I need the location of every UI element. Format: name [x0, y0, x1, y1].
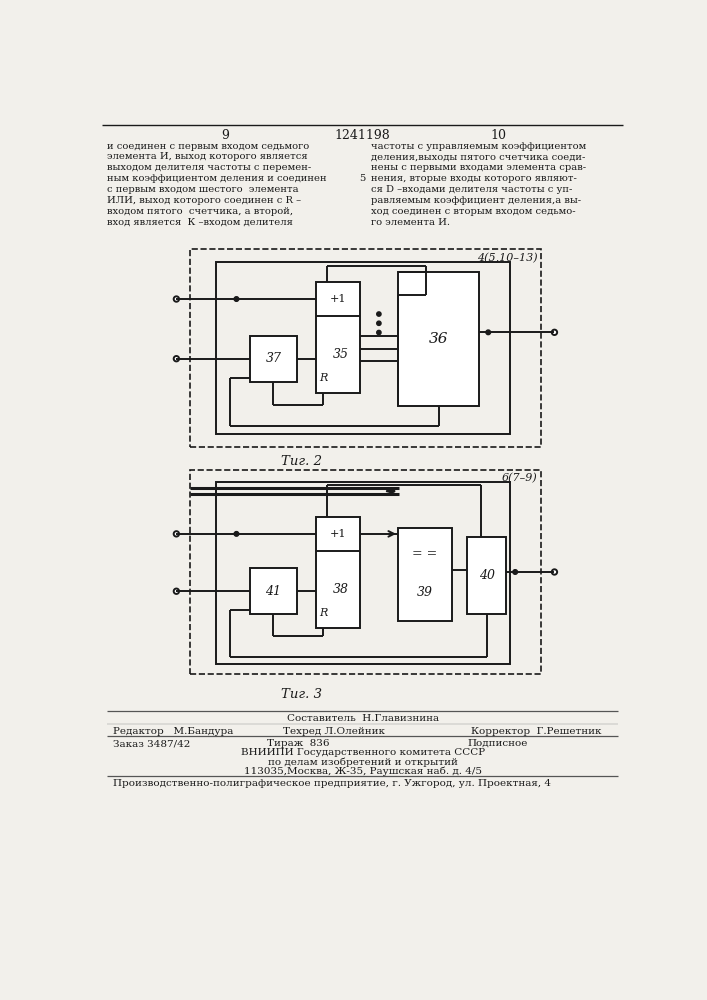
- Text: 37: 37: [265, 352, 281, 365]
- Text: Корректор  Г.Решетник: Корректор Г.Решетник: [472, 727, 602, 736]
- Bar: [216, 482, 510, 664]
- Text: с первым входом шестого  элемента: с первым входом шестого элемента: [107, 185, 298, 194]
- Text: Производственно-полиграфическое предприятие, г. Ужгород, ул. Проектная, 4: Производственно-полиграфическое предприя…: [113, 779, 551, 788]
- Bar: [250, 568, 296, 614]
- Text: +1: +1: [330, 529, 346, 539]
- Bar: [398, 272, 479, 406]
- Text: входом пятого  счетчика, а второй,: входом пятого счетчика, а второй,: [107, 207, 293, 216]
- Text: Τиг. 2: Τиг. 2: [281, 455, 322, 468]
- Text: 36: 36: [429, 332, 448, 346]
- Text: равляемым коэффициент деления,а вы-: равляемым коэффициент деления,а вы-: [371, 196, 581, 205]
- Text: = =: = =: [412, 547, 438, 560]
- Text: ным коэффициентом деления и соединен: ным коэффициентом деления и соединен: [107, 174, 327, 183]
- Text: 35: 35: [333, 348, 349, 361]
- Text: Техред Л.Олейник: Техред Л.Олейник: [283, 727, 385, 736]
- Text: деления,выходы пятого счетчика соеди-: деления,выходы пятого счетчика соеди-: [371, 152, 585, 161]
- Text: 40: 40: [479, 569, 495, 582]
- Circle shape: [174, 589, 179, 594]
- Circle shape: [486, 330, 491, 335]
- Circle shape: [551, 569, 557, 575]
- Text: вход является  К –входом делителя: вход является К –входом делителя: [107, 218, 293, 227]
- Text: 10: 10: [490, 129, 506, 142]
- Text: Заказ 3487/42: Заказ 3487/42: [113, 739, 191, 748]
- Text: +1: +1: [330, 294, 346, 304]
- Text: элемента И, выход которого является: элемента И, выход которого является: [107, 152, 308, 161]
- Circle shape: [174, 531, 179, 537]
- Circle shape: [174, 356, 179, 361]
- Text: Тираж  836: Тираж 836: [267, 739, 329, 748]
- Text: и соединен с первым входом седьмого: и соединен с первым входом седьмого: [107, 142, 310, 151]
- Text: выходом делителя частоты с перемен-: выходом делителя частоты с перемен-: [107, 163, 311, 172]
- Circle shape: [551, 330, 557, 335]
- Bar: [250, 336, 296, 382]
- Text: 4(5,10–13): 4(5,10–13): [477, 252, 537, 263]
- Text: ВНИИПИ Государственного комитета СССР: ВНИИПИ Государственного комитета СССР: [240, 748, 485, 757]
- Circle shape: [377, 321, 381, 325]
- Text: 39: 39: [417, 586, 433, 599]
- Text: ход соединен с вторым входом седьмо-: ход соединен с вторым входом седьмо-: [371, 207, 575, 216]
- Text: Составитель  Н.Главизнина: Составитель Н.Главизнина: [286, 714, 439, 723]
- Circle shape: [234, 297, 239, 301]
- Text: ся D –входами делителя частоты с уп-: ся D –входами делителя частоты с уп-: [371, 185, 573, 194]
- Bar: [316, 517, 361, 628]
- Circle shape: [377, 312, 381, 316]
- Bar: [190, 470, 541, 674]
- Text: 38: 38: [333, 583, 349, 596]
- Circle shape: [234, 532, 239, 536]
- Text: 41: 41: [265, 585, 281, 598]
- Text: 9: 9: [221, 129, 229, 142]
- Text: нены с первыми входами элемента срав-: нены с первыми входами элемента срав-: [371, 163, 586, 172]
- Bar: [190, 249, 541, 447]
- Bar: [316, 282, 361, 393]
- Text: 5: 5: [360, 174, 366, 183]
- Text: 113035,Москва, Ж-35, Раушская наб. д. 4/5: 113035,Москва, Ж-35, Раушская наб. д. 4/…: [244, 767, 481, 776]
- Text: R: R: [320, 608, 327, 618]
- Text: 6(7–9): 6(7–9): [502, 473, 537, 484]
- Circle shape: [513, 570, 518, 574]
- Text: 1241198: 1241198: [335, 129, 390, 142]
- Bar: [467, 537, 506, 614]
- Bar: [398, 528, 452, 620]
- Text: Τиг. 3: Τиг. 3: [281, 688, 322, 701]
- Text: ИЛИ, выход которого соединен с R –: ИЛИ, выход которого соединен с R –: [107, 196, 301, 205]
- Text: Подписное: Подписное: [467, 739, 528, 748]
- Text: нения, вторые входы которого являют-: нения, вторые входы которого являют-: [371, 174, 577, 183]
- Bar: [216, 262, 510, 434]
- Circle shape: [377, 330, 381, 335]
- Text: частоты с управляемым коэффициентом: частоты с управляемым коэффициентом: [371, 142, 586, 151]
- Circle shape: [174, 296, 179, 302]
- Text: го элемента И.: го элемента И.: [371, 218, 450, 227]
- Text: R: R: [320, 373, 327, 383]
- Text: Редактор   М.Бандура: Редактор М.Бандура: [113, 727, 233, 736]
- Text: по делам изобретений и открытий: по делам изобретений и открытий: [268, 758, 457, 767]
